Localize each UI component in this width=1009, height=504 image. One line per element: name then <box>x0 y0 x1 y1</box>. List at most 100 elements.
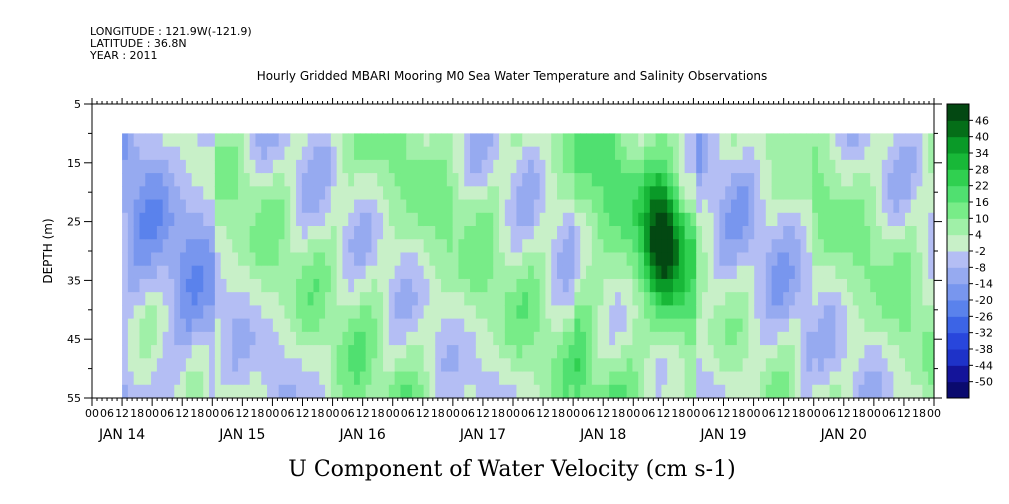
heatmap-cell <box>684 318 692 333</box>
heatmap-cell <box>185 305 193 320</box>
heatmap-cell <box>127 226 135 240</box>
heatmap-cell <box>539 186 547 201</box>
heatmap-cell <box>278 371 286 386</box>
heatmap-cell <box>713 199 721 214</box>
heatmap-cell <box>533 239 541 254</box>
heatmap-cell <box>220 226 228 240</box>
heatmap-cell <box>539 199 547 214</box>
heatmap-cell <box>609 186 616 201</box>
heatmap-cell <box>597 199 605 214</box>
heatmap-cell <box>690 159 697 174</box>
heatmap-cell <box>644 331 651 346</box>
colorbar-label: -14 <box>975 278 993 291</box>
heatmap-cell <box>470 358 477 373</box>
heatmap-cell <box>470 278 477 293</box>
heatmap-cell <box>603 292 610 306</box>
heatmap-cell <box>678 331 686 346</box>
heatmap-cell <box>673 331 680 346</box>
heatmap-cell <box>545 278 552 293</box>
x-tick-label: 12 <box>536 407 550 420</box>
heatmap-cell <box>394 133 402 148</box>
heatmap-cell <box>319 345 326 359</box>
heatmap-cell <box>296 345 303 359</box>
heatmap-cell <box>748 384 755 399</box>
heatmap-cell <box>284 331 291 346</box>
heatmap-cell <box>748 159 755 174</box>
heatmap-cell <box>290 358 297 373</box>
heatmap-cell <box>226 305 233 320</box>
heatmap-cell <box>754 186 761 201</box>
heatmap-cell <box>162 318 170 333</box>
heatmap-cell <box>180 226 187 240</box>
heatmap-cell <box>771 252 779 267</box>
heatmap-cell <box>684 199 692 214</box>
heatmap-cell <box>133 318 141 333</box>
x-tick-label: 06 <box>220 407 234 420</box>
heatmap-cell <box>713 384 721 399</box>
heatmap-cell <box>151 371 158 386</box>
heatmap-cell <box>928 384 935 399</box>
heatmap-cell <box>516 384 523 399</box>
heatmap-cell <box>690 384 697 399</box>
heatmap-cell <box>151 159 158 174</box>
heatmap-cell <box>232 371 239 386</box>
heatmap-cell <box>475 371 483 386</box>
heatmap-cell <box>145 146 152 161</box>
heatmap-cell <box>551 278 558 293</box>
heatmap-cell <box>470 212 477 227</box>
heatmap-cell <box>644 133 651 148</box>
heatmap-cell <box>754 159 761 174</box>
heatmap-cell <box>789 173 796 187</box>
heatmap-cell <box>864 318 871 333</box>
heatmap-cell <box>591 133 599 148</box>
heatmap-cell <box>249 358 257 373</box>
heatmap-cell <box>597 133 605 148</box>
heatmap-cell <box>243 331 251 346</box>
heatmap-cell <box>835 239 842 254</box>
heatmap-cell <box>464 345 471 359</box>
heatmap-cell <box>539 345 547 359</box>
heatmap-cell <box>876 331 883 346</box>
heatmap-cell <box>452 278 460 293</box>
heatmap-cell <box>191 358 199 373</box>
heatmap-cell <box>719 318 726 333</box>
heatmap-cell <box>620 292 628 306</box>
heatmap-cell <box>249 384 257 399</box>
heatmap-cell <box>487 173 494 187</box>
heatmap-cell <box>835 371 842 386</box>
x-tick-label: 00 <box>626 407 640 420</box>
heatmap-cell <box>406 239 413 254</box>
heatmap-cell <box>510 239 518 254</box>
heatmap-cell <box>510 186 518 201</box>
heatmap-cell <box>406 305 413 320</box>
heatmap-cell <box>499 226 506 240</box>
heatmap-cell <box>841 173 848 187</box>
heatmap-cell <box>661 331 668 346</box>
x-tick-label: 06 <box>581 407 595 420</box>
heatmap-cell <box>458 318 465 333</box>
heatmap-cell <box>371 199 378 214</box>
heatmap-cell <box>226 133 233 148</box>
heatmap-cell <box>881 199 889 214</box>
heatmap-cell <box>493 278 500 293</box>
heatmap-cell <box>290 159 297 174</box>
heatmap-cell <box>417 331 425 346</box>
heatmap-cell <box>823 371 831 386</box>
heatmap-cell <box>180 159 187 174</box>
heatmap-cell <box>586 146 593 161</box>
heatmap-cell <box>162 371 170 386</box>
heatmap-cell <box>719 278 726 293</box>
heatmap-cell <box>406 212 413 227</box>
heatmap-cell <box>139 305 146 320</box>
heatmap-cell <box>626 212 634 227</box>
heatmap-cell <box>162 384 170 399</box>
heatmap-cell <box>748 318 755 333</box>
heatmap-cell <box>620 345 628 359</box>
heatmap-cell <box>638 358 645 373</box>
x-tick-label: 06 <box>280 407 294 420</box>
heatmap-cell <box>887 318 895 333</box>
heatmap-cell <box>696 173 703 187</box>
heatmap-cell <box>354 239 361 254</box>
heatmap-cell <box>574 252 581 267</box>
heatmap-cell <box>765 186 773 201</box>
